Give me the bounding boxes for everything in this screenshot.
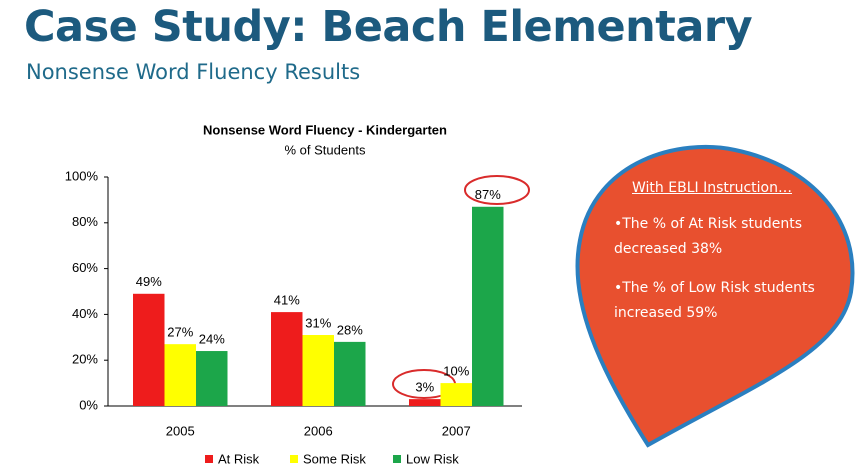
y-tick-label: 100% [65,168,99,183]
legend-label: Some Risk [303,451,366,466]
value-label: 87% [475,187,501,202]
x-tick-label: 2006 [304,423,333,438]
x-tick-label: 2005 [166,423,195,438]
bar [133,293,165,406]
bar [409,399,441,406]
value-label: 3% [415,380,434,395]
callout-shape [575,144,855,448]
x-tick-label: 2007 [442,423,471,438]
callout-point: •The % of At Risk students decreased 38% [614,216,802,257]
legend-label: At Risk [218,451,260,466]
bar [271,312,303,406]
value-label: 41% [274,293,300,308]
value-label: 24% [199,331,225,346]
y-tick-label: 60% [72,260,98,275]
chart-subtitle: % of Students [285,142,366,157]
legend-swatch [290,455,298,463]
y-tick-label: 40% [72,306,98,321]
bar [440,383,472,406]
value-label: 27% [167,325,193,340]
chart-title: Nonsense Word Fluency - Kindergarten [203,122,447,137]
bar [334,341,366,406]
bar [472,206,504,406]
value-label: 49% [136,274,162,289]
callout-heading: With EBLI Instruction… [632,180,792,196]
bar [196,351,228,406]
y-tick-label: 20% [72,352,98,367]
y-tick-label: 80% [72,214,98,229]
legend-swatch [205,455,213,463]
value-label: 28% [337,322,363,337]
legend-swatch [393,455,401,463]
y-tick-label: 0% [79,397,98,412]
value-label: 10% [443,364,469,379]
value-label: 31% [305,315,331,330]
slide-title: Case Study: Beach Elementary [24,2,753,52]
bar [302,335,334,406]
slide-subtitle: Nonsense Word Fluency Results [26,60,361,84]
legend-label: Low Risk [406,451,459,466]
highlight-ellipse [464,175,530,205]
callout-point: •The % of Low Risk students increased 59… [614,280,815,321]
bar [164,344,196,406]
